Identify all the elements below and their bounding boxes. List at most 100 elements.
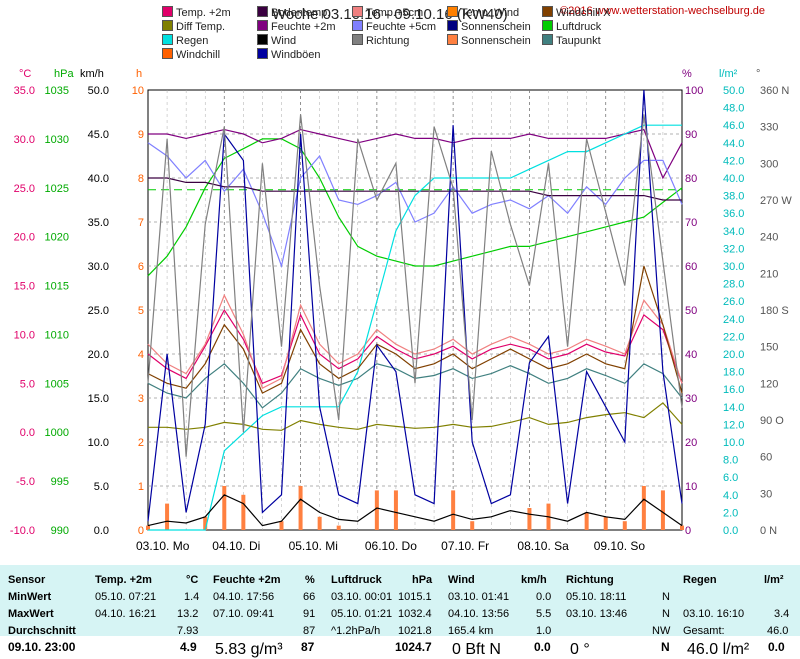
header-pressure: Luftdruck — [331, 574, 382, 586]
day-label: 03.10. Mo — [136, 539, 190, 553]
legend-swatch — [257, 20, 268, 31]
axis-tick-humidity: 100 — [685, 85, 703, 97]
axis-tick-sun: 6 — [138, 261, 144, 273]
max-press-time: 05.10. 01:21 — [331, 608, 393, 620]
avg-temp-value: 7.93 — [177, 625, 199, 637]
max-wind-time: 04.10. 13:56 — [448, 608, 510, 620]
sunshine-bar — [393, 490, 398, 530]
axis-tick-rain: 24.0 — [723, 314, 744, 326]
unit-kmh: km/h — [80, 68, 104, 80]
sunshine-bar — [374, 490, 379, 530]
axis-tick-sun: 3 — [138, 393, 144, 405]
row-min-label: MinWert — [8, 591, 52, 603]
series-line — [147, 142, 683, 269]
axis-tick-direction: 90 O — [760, 415, 784, 427]
legend-item: Sonnenschein — [447, 34, 531, 47]
legend-swatch — [447, 34, 458, 45]
unit-percent: % — [682, 68, 692, 80]
unit-hpa: hPa — [54, 68, 74, 80]
axis-tick-temp: 30.0 — [14, 134, 35, 146]
axis-tick-direction: 300 — [760, 158, 778, 170]
day-label: 04.10. Di — [212, 539, 260, 553]
current-temp: 4.9 — [180, 640, 197, 654]
legend-item: Richtung — [352, 34, 409, 47]
sunshine-bar — [336, 525, 341, 530]
axis-tick-rain: 28.0 — [723, 279, 744, 291]
copyright-text[interactable]: ©2016 www.wetterstation-wechselburg.de — [560, 5, 765, 17]
legend-item: Temp.+5cm — [352, 6, 423, 19]
current-rain-total: 46.0 l/m² — [687, 641, 750, 658]
axis-tick-sun: 1 — [138, 481, 144, 493]
unit-rain: l/m² — [719, 68, 738, 80]
axis-tick-humidity: 90 — [685, 129, 697, 141]
axis-tick-direction: 270 W — [760, 195, 792, 207]
axis-tick-pressure: 1030 — [45, 134, 69, 146]
legend-label: Diff Temp. — [176, 21, 226, 33]
axis-tick-temp: 10.0 — [14, 329, 35, 341]
min-dir-time: 05.10. 18:11 — [566, 591, 627, 603]
avg-press-trend: ^1.2hPa/h — [331, 625, 381, 637]
axis-tick-rain: 0.0 — [723, 525, 738, 537]
unit-celsius: °C — [19, 68, 32, 80]
axis-tick-rain: 14.0 — [723, 402, 744, 414]
min-press-value: 1015.1 — [398, 591, 432, 603]
header-rain: Regen — [683, 574, 717, 586]
min-hum-value: 66 — [303, 591, 316, 603]
max-dir-time: 03.10. 13:46 — [566, 608, 628, 620]
legend-item: Wind — [257, 34, 296, 47]
axis-tick-rain: 46.0 — [723, 120, 744, 132]
axis-tick-direction: 210 — [760, 268, 778, 280]
axis-tick-rain: 18.0 — [723, 367, 744, 379]
axis-tick-pressure: 1000 — [45, 427, 69, 439]
current-values-row: 09.10. 23:00 4.9 5.83 g/m³ 87 1024.7 0 B… — [0, 636, 800, 659]
legend-swatch — [257, 6, 268, 17]
legend-item: Taupunkt — [542, 34, 601, 47]
axis-tick-rain: 38.0 — [723, 191, 744, 203]
sunshine-bar — [584, 512, 589, 530]
axis-tick-humidity: 60 — [685, 261, 697, 273]
legend-label: Temp. Wind — [461, 7, 520, 19]
legend-item: Windchill X — [542, 6, 610, 19]
legend-label: Bodentemp. — [271, 7, 331, 19]
axis-tick-rain: 42.0 — [723, 155, 744, 167]
sunshine-bar — [298, 486, 303, 530]
axis-tick-wind: 20.0 — [88, 349, 109, 361]
sunshine-bar — [680, 525, 684, 530]
axis-tick-humidity: 50 — [685, 305, 697, 317]
axis-tick-sun: 8 — [138, 173, 144, 185]
max-temp-time: 04.10. 16:21 — [95, 608, 157, 620]
legend-item: Temp. Wind — [447, 6, 519, 19]
max-hum-value: 91 — [303, 608, 316, 620]
current-beaufort: 0 Bft N — [452, 641, 501, 658]
legend-item: Regen — [162, 34, 208, 47]
axis-tick-humidity: 30 — [685, 393, 697, 405]
avg-press-value: 1021.8 — [398, 625, 432, 637]
axis-tick-wind: 35.0 — [88, 217, 109, 229]
axis-tick-humidity: 70 — [685, 217, 697, 229]
legend-label: Feuchte +5cm — [366, 21, 437, 33]
axis-tick-wind: 10.0 — [88, 437, 109, 449]
header-wind-unit: km/h — [521, 574, 547, 586]
sunshine-bar — [603, 516, 608, 530]
legend-item: Windchill — [162, 48, 220, 61]
legend-label: Temp.+5cm — [366, 7, 424, 19]
min-wind-time: 03.10. 01:41 — [448, 591, 510, 603]
axis-tick-rain: 26.0 — [723, 296, 744, 308]
axis-tick-rain: 12.0 — [723, 419, 744, 431]
sunshine-bar — [146, 525, 150, 530]
series-line — [148, 124, 682, 531]
axis-tick-temp: 25.0 — [14, 183, 35, 195]
axis-tick-pressure: 1015 — [45, 281, 69, 293]
axis-tick-humidity: 10 — [685, 481, 697, 493]
day-label: 06.10. Do — [365, 539, 417, 553]
legend-swatch — [447, 6, 458, 17]
axis-tick-wind: 15.0 — [88, 393, 109, 405]
legend-swatch — [162, 34, 173, 45]
sunshine-bar — [470, 521, 475, 530]
axis-tick-sun: 0 — [138, 525, 144, 537]
min-press-time: 03.10. 00:01 — [331, 591, 393, 603]
axis-tick-pressure: 1005 — [45, 378, 69, 390]
axis-tick-sun: 9 — [138, 129, 144, 141]
legend-label: Taupunkt — [556, 35, 601, 47]
day-label: 09.10. So — [594, 539, 646, 553]
